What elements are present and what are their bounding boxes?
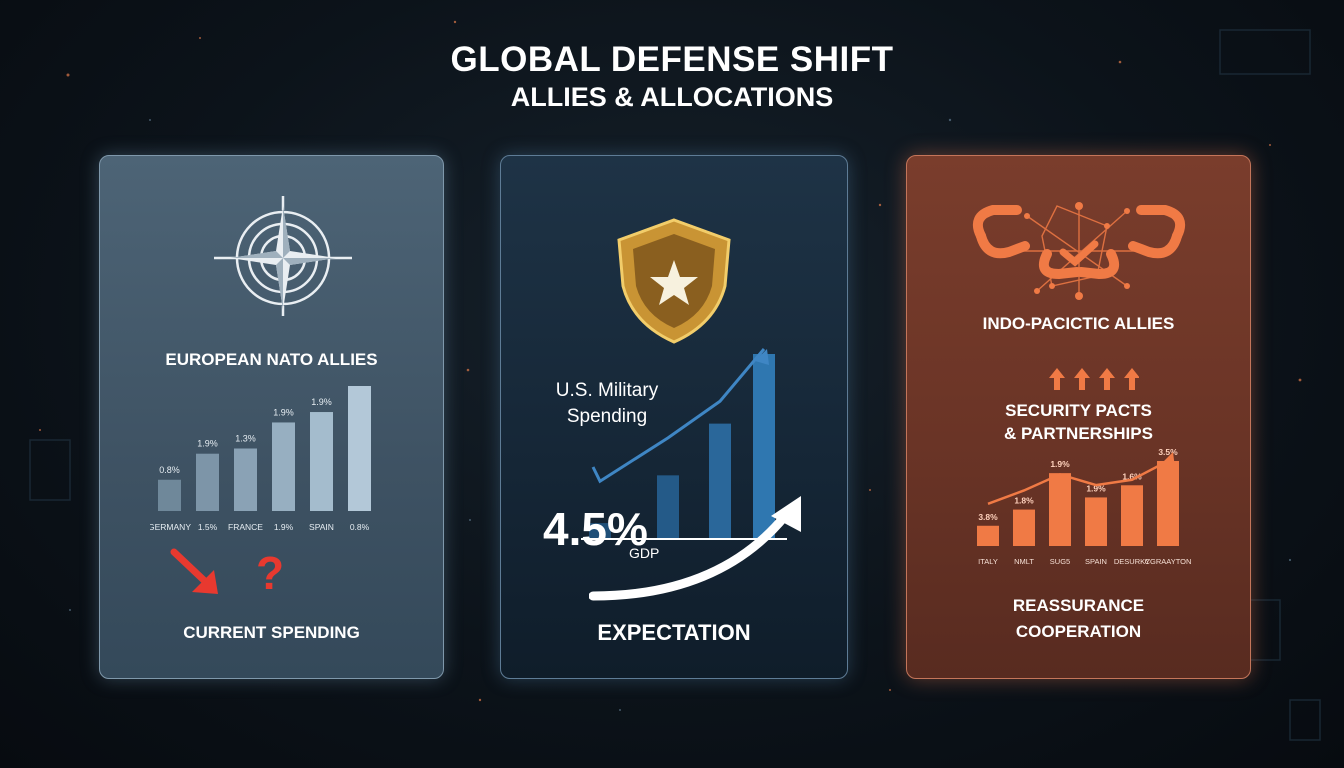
indo-pacific-chart: 3.8% ITALY 1.8% NMLT 1.9% SUG5 1.9% SPAIN 1.6% DE… <box>977 447 1192 566</box>
panel-footer-line2: COOPERATION <box>1015 622 1142 641</box>
trend-line <box>591 348 766 484</box>
bar <box>1049 473 1071 546</box>
category-label: CGRAAYTON <box>1145 557 1192 566</box>
panel-footer: CURRENT SPENDING <box>183 623 360 642</box>
rising-arrow-icon <box>589 496 801 601</box>
category-label: NMLT <box>1014 557 1034 566</box>
big-value: 4.5% <box>543 503 648 555</box>
bar <box>196 453 219 511</box>
shield-star-icon <box>617 218 731 344</box>
panel-european-nato: EUROPEAN NATO ALLIES 0.8% GERMANY 1.9% 1.5%… <box>99 155 444 679</box>
bar <box>234 448 257 511</box>
data-label: 3.8% <box>978 512 998 522</box>
data-label: 1.3% <box>235 434 256 444</box>
data-label: 1.9% <box>1086 483 1106 493</box>
panel-indo-pacific: INDO-PACICTIC ALLIES SECURITY PACTS & PA… <box>906 155 1251 679</box>
bar <box>1085 497 1107 546</box>
question-mark-icon: ? <box>256 547 285 599</box>
category-label: 1.5% <box>198 522 218 532</box>
category-label: 0.8% <box>350 522 370 532</box>
bar <box>753 354 775 539</box>
us-spending-chart <box>581 348 787 540</box>
compass-star-icon <box>214 196 352 316</box>
panel-subheading-line1: SECURITY PACTS <box>1005 401 1152 420</box>
big-value-unit: GDP <box>629 545 660 561</box>
panel-subheading-line2: & PARTNERSHIPS <box>1004 424 1153 443</box>
bar <box>977 525 999 546</box>
panel-heading: EUROPEAN NATO ALLIES <box>165 350 378 369</box>
trend-arrowhead <box>1161 452 1175 468</box>
bar <box>1013 509 1035 546</box>
category-label: GERMANY <box>150 522 191 532</box>
bar <box>657 475 679 539</box>
data-label: 1.6% <box>1122 471 1142 481</box>
bar <box>1121 485 1143 546</box>
linked-chain-network-icon <box>973 202 1185 300</box>
data-label: 3.5% <box>1158 447 1178 457</box>
category-label: ITALY <box>978 557 998 566</box>
category-label: SPAIN <box>309 522 334 532</box>
up-arrows-icon <box>1049 368 1139 390</box>
data-label: 1.9% <box>1050 459 1070 469</box>
us-spending-heading-line1: U.S. Military <box>555 380 659 401</box>
data-label: 1.8% <box>1014 496 1034 506</box>
bar <box>272 422 295 511</box>
category-label: SPAIN <box>1085 557 1107 566</box>
page-subtitle: ALLIES & ALLOCATIONS <box>510 82 834 112</box>
panel-heading: INDO-PACICTIC ALLIES <box>982 314 1175 333</box>
data-label: 1.9% <box>311 397 332 407</box>
us-spending-heading-line2: Spending <box>566 406 648 427</box>
bar <box>709 423 731 539</box>
panel-us-military: U.S. Military Spending 4.5% GDP EXPECTAT… <box>500 155 848 679</box>
panel-footer: EXPECTATION <box>597 620 751 645</box>
trend-arrowhead <box>755 349 769 365</box>
down-arrow-icon <box>170 548 218 594</box>
category-label: FRANCE <box>228 522 263 532</box>
nato-spending-chart: 0.8% GERMANY 1.9% 1.5% 1.3% FRANCE 1.9% 1.9% 1.9… <box>150 386 371 532</box>
page-title: GLOBAL DEFENSE SHIFT <box>450 40 894 79</box>
category-label: 1.9% <box>274 522 294 532</box>
panel-footer-line1: REASSURANCE <box>1012 596 1145 615</box>
bar <box>310 412 333 511</box>
bar <box>589 523 611 539</box>
bar <box>1157 461 1179 546</box>
bar <box>348 386 371 511</box>
data-label: 1.9% <box>273 407 294 417</box>
category-label: SUG5 <box>1050 557 1070 566</box>
data-label: 0.8% <box>159 465 180 475</box>
category-label: DESURKY <box>1114 557 1150 566</box>
bar <box>158 479 181 511</box>
data-label: 1.9% <box>197 439 218 449</box>
trend-line <box>987 459 1169 506</box>
